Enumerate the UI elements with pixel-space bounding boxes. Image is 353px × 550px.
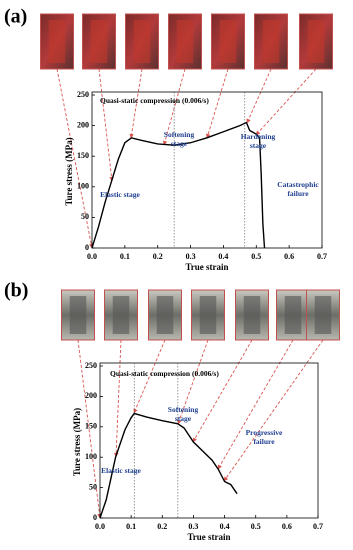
photo-arrow [217, 339, 294, 470]
photo-arrow [246, 68, 272, 124]
annotation: Hardening stage [240, 132, 276, 150]
stress-strain-curve [99, 412, 238, 519]
annotation: Progressive failure [245, 428, 283, 446]
specimen-body [219, 20, 237, 63]
photo-arrow [129, 68, 143, 139]
y-tick-label: 0 [85, 243, 89, 252]
photo-arrow [56, 68, 94, 249]
x-tick-label: 0.7 [313, 522, 323, 531]
photo-arrow [206, 68, 229, 139]
annotation: Elastic stage [101, 466, 141, 475]
panel-label: (b) [4, 280, 28, 302]
y-tick-label: 150 [77, 151, 89, 160]
photo-arrow [162, 68, 186, 146]
x-tick-label: 0.6 [284, 252, 294, 261]
y-tick-label: 250 [85, 361, 97, 370]
specimen-body [243, 296, 261, 334]
x-tick-label: 0.3 [186, 252, 196, 261]
y-tick-label: 200 [85, 391, 97, 400]
annotation: Elastic stage [100, 190, 140, 199]
x-tick-label: 0.1 [120, 252, 130, 261]
specimen-body [112, 296, 130, 334]
y-tick-label: 50 [81, 212, 89, 221]
specimen-body [133, 20, 151, 63]
plot-frame [91, 91, 323, 249]
y-tick-label: 150 [85, 422, 97, 431]
y-tick-label: 100 [77, 182, 89, 191]
x-tick-label: 0.5 [251, 252, 261, 261]
specimen-body [199, 296, 217, 334]
x-tick-label: 0.4 [218, 252, 228, 261]
specimen-body [314, 296, 332, 334]
y-tick-label: 250 [77, 90, 89, 99]
x-tick-label: 0.1 [126, 522, 136, 531]
annotation: Softening stage [167, 405, 199, 423]
x-tick-label: 0.2 [157, 522, 167, 531]
annotation: Softening stage [163, 130, 195, 148]
x-tick-label: 0.4 [220, 522, 230, 531]
y-tick-label: 50 [89, 482, 97, 491]
x-tick-label: 0.6 [282, 522, 292, 531]
x-tick-label: 0.5 [251, 522, 261, 531]
specimen-body [284, 296, 302, 334]
photo-arrow [192, 339, 253, 443]
specimen-body [176, 20, 194, 63]
photo-arrow [223, 339, 324, 482]
specimen-body [262, 20, 280, 63]
plot-frame [99, 362, 319, 519]
specimen-body [307, 20, 325, 63]
x-tick-label: 0.3 [188, 522, 198, 531]
y-axis-label: Ture stress (MPa) [64, 137, 74, 205]
x-tick-label: 0.0 [95, 522, 105, 531]
specimen-body [48, 20, 66, 63]
stress-strain-curve [91, 121, 266, 249]
annotation: Quasi-static compression (0.006/s) [100, 96, 209, 105]
photo-arrow [133, 339, 166, 414]
y-axis-label: Ture stress (MPa) [72, 408, 82, 476]
specimen-body [156, 296, 174, 334]
x-axis-label: True strain [187, 532, 230, 542]
x-tick-label: 0.2 [153, 252, 163, 261]
photo-arrow [113, 339, 122, 458]
photo-arrow [98, 68, 114, 182]
photo-arrow [255, 68, 317, 136]
annotation: Catastrophic failure [277, 180, 319, 198]
specimen-body [69, 296, 87, 334]
x-axis-label: True strain [185, 262, 228, 272]
annotation: Quasi-static compression (0.006/s) [110, 369, 219, 378]
x-tick-label: 0.0 [87, 252, 97, 261]
y-tick-label: 100 [85, 452, 97, 461]
y-tick-label: 200 [77, 120, 89, 129]
specimen-body [90, 20, 108, 63]
y-tick-label: 0 [93, 513, 97, 522]
x-tick-label: 0.7 [317, 252, 327, 261]
panel-label: (a) [4, 6, 27, 28]
